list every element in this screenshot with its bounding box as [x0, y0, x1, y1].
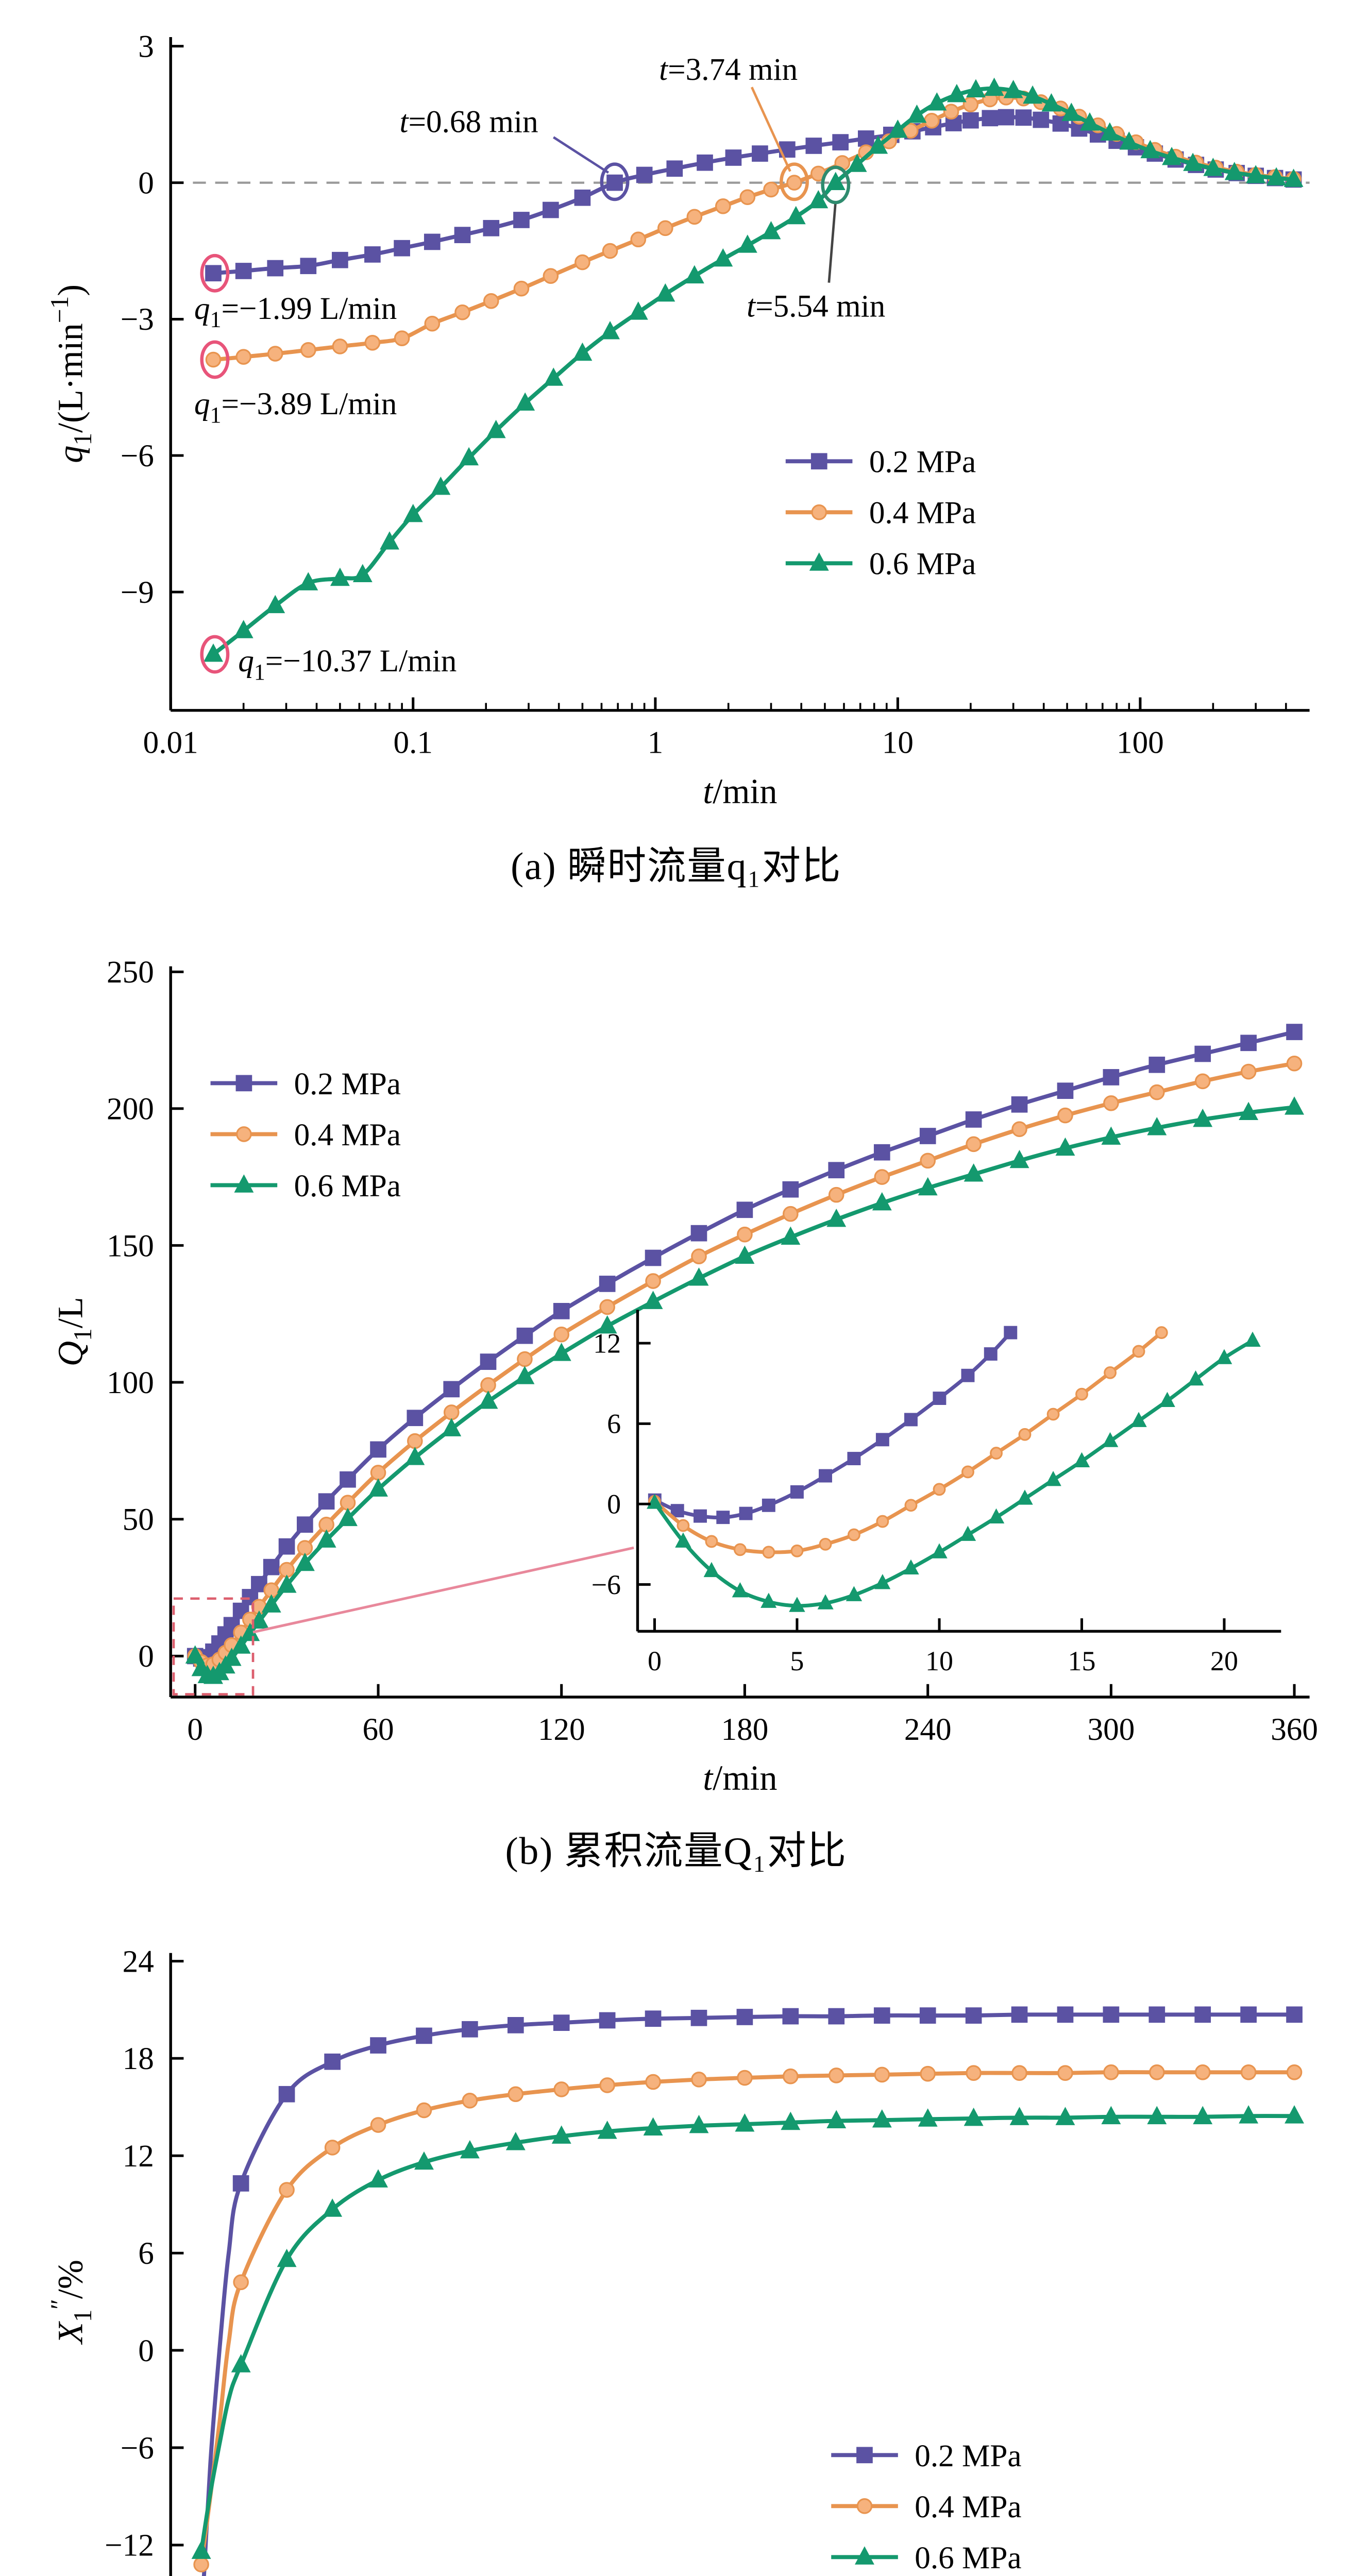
svg-text:10: 10 [925, 1646, 953, 1677]
chart-a-canvas: 0.01 0.1 1 10 100 −9 −6 −3 0 3 t/min q1/(L·min−1) 0.… [45, 29, 1310, 811]
svg-text:20: 20 [1210, 1646, 1238, 1677]
chart-a-figure: 0.01 0.1 1 10 100 −9 −6 −3 0 3 t/min q1/(L·min−1) 0.… [0, 15, 1352, 893]
svg-text:200: 200 [107, 1092, 154, 1127]
svg-text:3: 3 [138, 29, 154, 64]
svg-text:18: 18 [123, 2041, 154, 2076]
svg-text:q1=−1.99 L/min: q1=−1.99 L/min [194, 291, 397, 332]
chart-b-canvas: 0 60 120 180 240 300 360050100150200250t/minQ1… [50, 955, 1318, 1798]
svg-text:360: 360 [1271, 1713, 1318, 1748]
svg-text:0.2 MPa: 0.2 MPa [869, 445, 976, 480]
svg-text:−6: −6 [121, 2430, 154, 2465]
svg-text:15: 15 [1068, 1646, 1096, 1677]
svg-text:240: 240 [904, 1713, 952, 1748]
svg-text:q1=−3.89 L/min: q1=−3.89 L/min [194, 386, 397, 428]
svg-text:180: 180 [721, 1713, 769, 1748]
svg-text:X1″/%: X1″/% [45, 2259, 97, 2345]
svg-text:q1=−10.37 L/min: q1=−10.37 L/min [238, 643, 457, 685]
svg-text:300: 300 [1088, 1713, 1135, 1748]
svg-text:0.6 MPa: 0.6 MPa [915, 2539, 1021, 2574]
svg-text:t/min: t/min [703, 1759, 777, 1798]
svg-text:100: 100 [1117, 725, 1164, 760]
chart-b-caption: (b) 累积流量Q₁对比 [505, 1829, 847, 1874]
svg-text:0: 0 [187, 1713, 203, 1748]
svg-text:−3: −3 [121, 302, 154, 337]
svg-text:0.6 MPa: 0.6 MPa [294, 1169, 401, 1204]
svg-text:−12: −12 [105, 2527, 154, 2562]
svg-text:12: 12 [123, 2138, 154, 2173]
svg-text:0: 0 [138, 1639, 154, 1674]
svg-text:120: 120 [538, 1713, 585, 1748]
svg-text:0.1: 0.1 [393, 725, 432, 760]
svg-text:0.4 MPa: 0.4 MPa [915, 2488, 1021, 2523]
svg-text:60: 60 [362, 1713, 394, 1748]
svg-text:10: 10 [882, 725, 914, 760]
svg-text:Q1/L: Q1/L [50, 1297, 97, 1367]
chart-c-figure: 060120180240300360−18−12−606121824t/minX… [0, 1926, 1352, 2576]
svg-text:6: 6 [607, 1409, 621, 1440]
svg-text:−9: −9 [121, 575, 154, 610]
svg-text:0.2 MPa: 0.2 MPa [294, 1067, 401, 1102]
chart-a-caption: (a) 瞬时流量q₁对比 [511, 844, 842, 889]
svg-text:1: 1 [648, 725, 664, 760]
svg-text:t=3.74 min: t=3.74 min [659, 52, 798, 87]
svg-text:0: 0 [138, 2332, 154, 2367]
chart-b-figure: 0 60 120 180 240 300 360 0 50 100 150 200 250 t/min Q1… [0, 941, 1352, 1878]
svg-text:250: 250 [107, 955, 154, 990]
svg-text:0: 0 [607, 1489, 621, 1520]
svg-text:−6: −6 [592, 1570, 621, 1601]
svg-text:t=0.68 min: t=0.68 min [400, 105, 538, 140]
chart-c-canvas: 060120180240300360−18−12−606121824t/minX… [45, 1943, 1305, 2576]
svg-text:t=5.54 min: t=5.54 min [747, 289, 885, 324]
svg-text:0: 0 [648, 1646, 662, 1677]
svg-text:150: 150 [107, 1229, 154, 1264]
svg-text:0: 0 [138, 165, 154, 200]
svg-text:0.4 MPa: 0.4 MPa [869, 496, 976, 531]
svg-text:q1/(L·min−1): q1/(L·min−1) [45, 284, 97, 463]
svg-text:0.4 MPa: 0.4 MPa [294, 1118, 401, 1153]
svg-text:0.2 MPa: 0.2 MPa [915, 2437, 1021, 2472]
svg-text:0.6 MPa: 0.6 MPa [869, 547, 976, 582]
svg-text:50: 50 [123, 1503, 154, 1538]
svg-text:6: 6 [138, 2235, 154, 2270]
svg-text:0.01: 0.01 [143, 725, 198, 760]
svg-text:−6: −6 [121, 438, 154, 473]
svg-text:5: 5 [790, 1646, 804, 1677]
svg-text:100: 100 [107, 1366, 154, 1401]
svg-text:t/min: t/min [703, 772, 777, 811]
svg-text:24: 24 [123, 1943, 154, 1978]
svg-text:12: 12 [593, 1329, 621, 1360]
